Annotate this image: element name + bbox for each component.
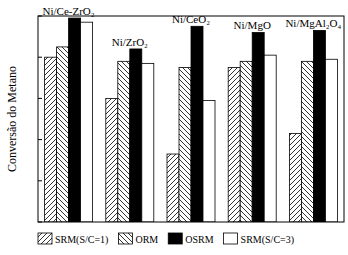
bar — [179, 68, 191, 223]
bar — [191, 26, 203, 222]
legend-swatch — [118, 233, 132, 244]
category-label: Ni/Ce-ZrO₂ — [43, 5, 95, 17]
y-tick — [38, 222, 42, 223]
legend-swatch — [38, 233, 52, 244]
bar — [252, 32, 264, 222]
legend-label: SRM(S/C=3) — [241, 234, 294, 246]
bar — [264, 55, 276, 222]
bar — [167, 154, 179, 222]
bar — [69, 18, 81, 222]
y-tick — [38, 180, 42, 181]
bar — [118, 61, 130, 222]
bar — [45, 57, 57, 222]
bar — [81, 22, 93, 222]
legend-swatch — [168, 233, 182, 244]
category-label: Ni/CeO₂ — [172, 13, 210, 25]
bars — [45, 18, 338, 222]
legend: SRM(S/C=1) ORM OSRM SRM(S/C=3) — [38, 233, 294, 246]
category-label: Ni/MgAl₂O₄ — [285, 17, 341, 29]
bar — [130, 49, 142, 222]
bar — [203, 100, 215, 222]
y-axis-label: Conversão do Metano — [5, 66, 19, 172]
bar — [228, 68, 240, 223]
bar — [325, 59, 337, 222]
category-label: Ni/ZrO₂ — [112, 36, 148, 48]
bar — [313, 30, 325, 222]
legend-swatch — [224, 233, 238, 244]
bar — [240, 61, 252, 222]
chart: Ni/Ce-ZrO₂ Ni/ZrO₂ Ni/CeO₂ Ni/MgO Ni/MgAl₂O₄… — [0, 0, 348, 255]
y-tick — [38, 139, 42, 140]
bar — [142, 63, 154, 222]
y-tick — [38, 98, 42, 99]
legend-label: OSRM — [185, 234, 213, 245]
legend-label: ORM — [135, 234, 158, 245]
bar — [106, 98, 118, 222]
category-label: Ni/MgO — [234, 19, 271, 31]
bar — [301, 61, 313, 222]
legend-label: SRM(S/C=1) — [55, 234, 108, 246]
bar — [289, 133, 301, 222]
bar — [57, 47, 69, 222]
y-tick — [38, 16, 42, 17]
plot-frame — [38, 16, 344, 222]
y-tick — [38, 57, 42, 58]
